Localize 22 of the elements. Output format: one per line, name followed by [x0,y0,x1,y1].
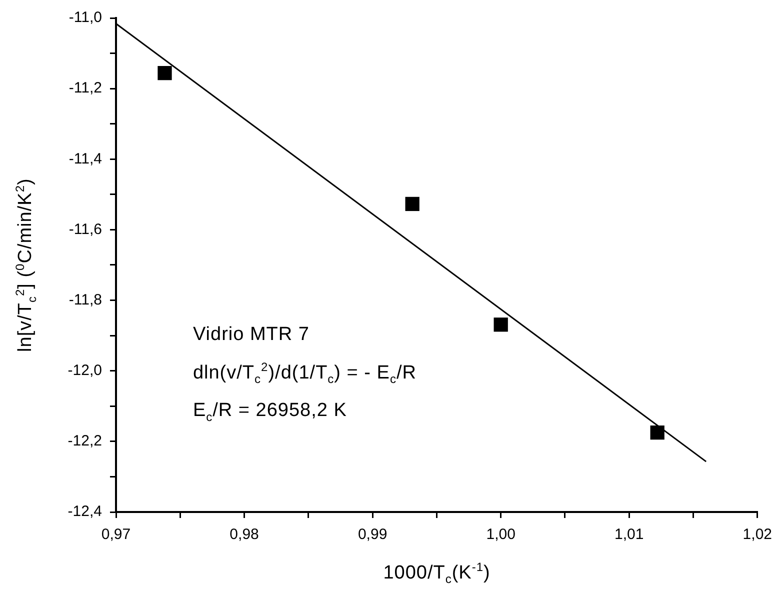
y-tick-label: -12,4 [68,503,102,520]
point [650,426,664,440]
y-tick-label: -11,4 [68,150,102,168]
annotation: dln(v/T$_{c}$$^{2}$)/d(1/T$_{c}$) = - E$_{c}$/R [192,359,416,388]
point [494,318,508,332]
point [405,196,420,212]
x-tick-label: 0,98 [230,526,259,544]
y-tick-label: -12,2 [68,432,102,450]
annotation: E$_{c}$/R = 26958,2 K [192,399,348,426]
x-axis-title: 1000/T$_{c}$(K$^{-1}$) [383,560,490,586]
y-tick-label: -11,8 [68,291,102,308]
x-tick-label: 1,01 [614,526,644,544]
y-tick-label: -11,0 [68,9,102,26]
x-tick-label: 0,97 [101,526,131,544]
x-tick-label: 1,00 [486,526,516,544]
annotation: Vidrio MTR 7 [192,323,310,348]
y-tick-label: -12,0 [68,362,102,379]
y-tick-label: -11,6 [68,220,102,238]
x-tick-label: 0,99 [358,526,388,544]
point [158,66,172,80]
y-tick-label: -11,2 [68,80,102,97]
x-tick-label: 1,02 [742,526,772,544]
